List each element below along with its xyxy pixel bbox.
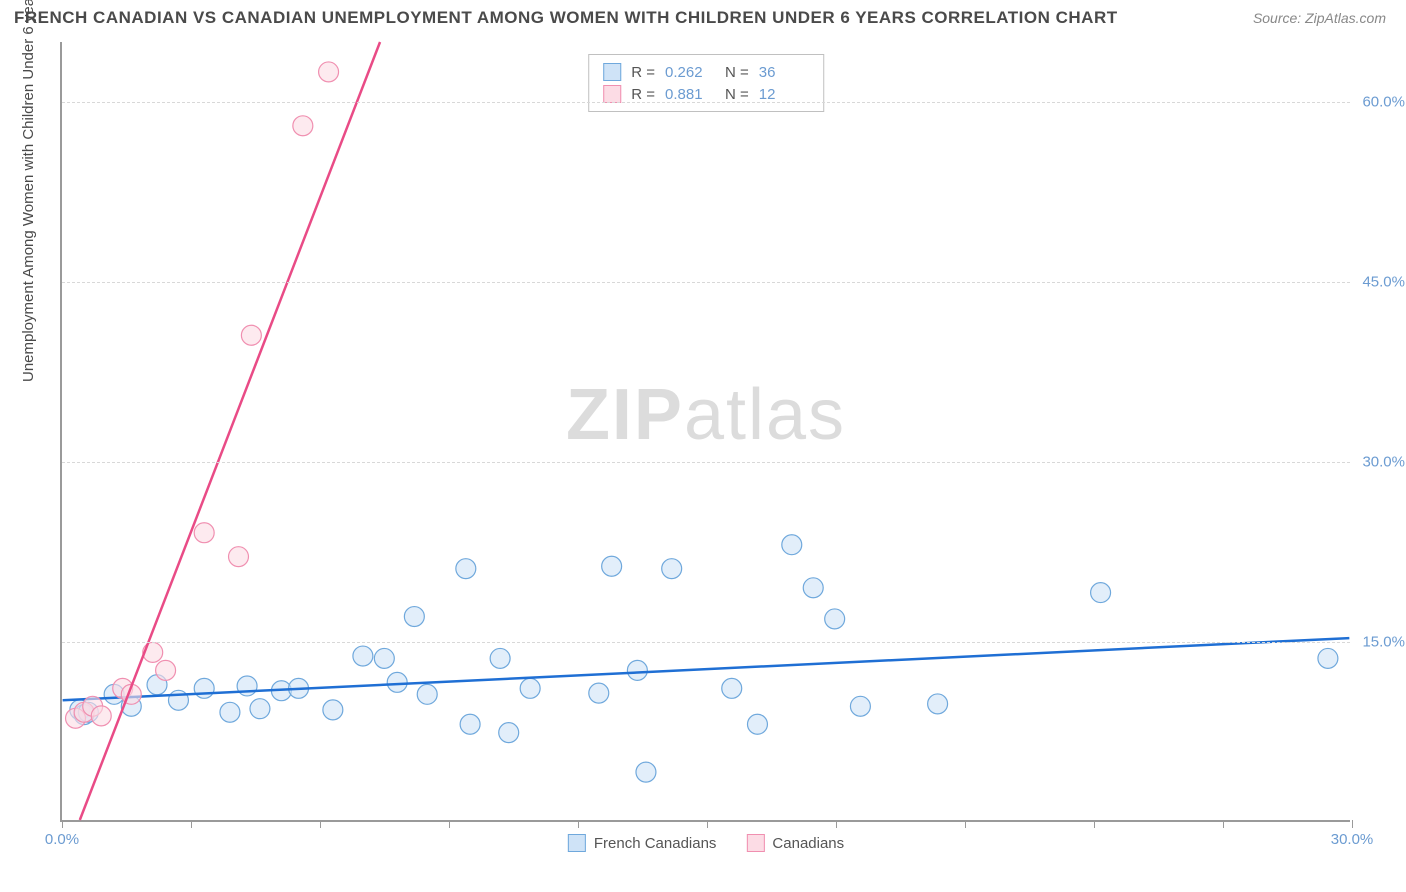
legend-n-value: 12 [759,86,809,103]
data-point [91,706,111,726]
legend-r-value: 0.881 [665,86,715,103]
data-point [293,116,313,136]
legend-swatch [603,63,621,81]
data-point [627,660,647,680]
y-tick-label: 15.0% [1362,634,1405,651]
data-point [1091,583,1111,603]
x-tick-label: 30.0% [1331,831,1374,848]
data-point [374,648,394,668]
chart-title: FRENCH CANADIAN VS CANADIAN UNEMPLOYMENT… [14,8,1118,28]
grid-line [62,282,1350,283]
data-point [662,559,682,579]
legend-swatch [603,85,621,103]
grid-line [62,102,1350,103]
data-point [241,325,261,345]
y-axis-title: Unemployment Among Women with Children U… [20,0,37,382]
grid-line [62,642,1350,643]
chart-source: Source: ZipAtlas.com [1253,10,1386,26]
x-tick [320,820,321,828]
y-tick-label: 60.0% [1362,94,1405,111]
data-point [229,547,249,567]
data-point [928,694,948,714]
data-point [747,714,767,734]
legend-r-label: R = [631,86,655,103]
legend-correlation-row: R = 0.262 N = 36 [603,61,809,83]
plot-area: ZIPatlas R =0.262N =36R =0.881N =12 Fren… [60,42,1350,822]
legend-swatch [568,834,586,852]
legend-series-item: French Canadians [568,834,717,852]
x-tick [62,820,63,828]
data-point [1318,648,1338,668]
data-point [417,684,437,704]
legend-n-value: 36 [759,64,809,81]
legend-r-label: R = [631,64,655,81]
legend-n-label: N = [725,64,749,81]
x-tick [578,820,579,828]
data-point [722,678,742,698]
legend-correlation: R = 0.262 N = 36 R = 0.881 N = 12 [588,54,824,112]
data-point [404,607,424,627]
legend-series: French Canadians Canadians [568,834,844,852]
y-tick-label: 30.0% [1362,454,1405,471]
data-point [499,723,519,743]
legend-r-value: 0.262 [665,64,715,81]
plot-svg [62,42,1350,820]
data-point [520,678,540,698]
data-point [250,699,270,719]
chart-header: FRENCH CANADIAN VS CANADIAN UNEMPLOYMENT… [0,0,1406,32]
legend-series-label: French Canadians [594,835,717,852]
data-point [490,648,510,668]
data-point [156,660,176,680]
data-point [456,559,476,579]
data-point [636,762,656,782]
data-point [460,714,480,734]
x-tick [965,820,966,828]
x-tick [836,820,837,828]
grid-line [62,462,1350,463]
x-tick [1352,820,1353,828]
trend-line [63,638,1350,700]
data-point [319,62,339,82]
data-point [589,683,609,703]
data-point [825,609,845,629]
data-point [323,700,343,720]
data-point [353,646,373,666]
chart-container: Unemployment Among Women with Children U… [0,32,1406,882]
data-point [387,672,407,692]
x-tick [449,820,450,828]
legend-series-item: Canadians [746,834,844,852]
data-point [220,702,240,722]
x-tick-label: 0.0% [45,831,79,848]
data-point [194,678,214,698]
x-tick [1223,820,1224,828]
x-tick [191,820,192,828]
legend-series-label: Canadians [772,835,844,852]
data-point [782,535,802,555]
data-point [602,556,622,576]
legend-n-label: N = [725,86,749,103]
data-point [803,578,823,598]
x-tick [1094,820,1095,828]
x-tick [707,820,708,828]
y-tick-label: 45.0% [1362,274,1405,291]
legend-swatch [746,834,764,852]
data-point [194,523,214,543]
data-point [850,696,870,716]
